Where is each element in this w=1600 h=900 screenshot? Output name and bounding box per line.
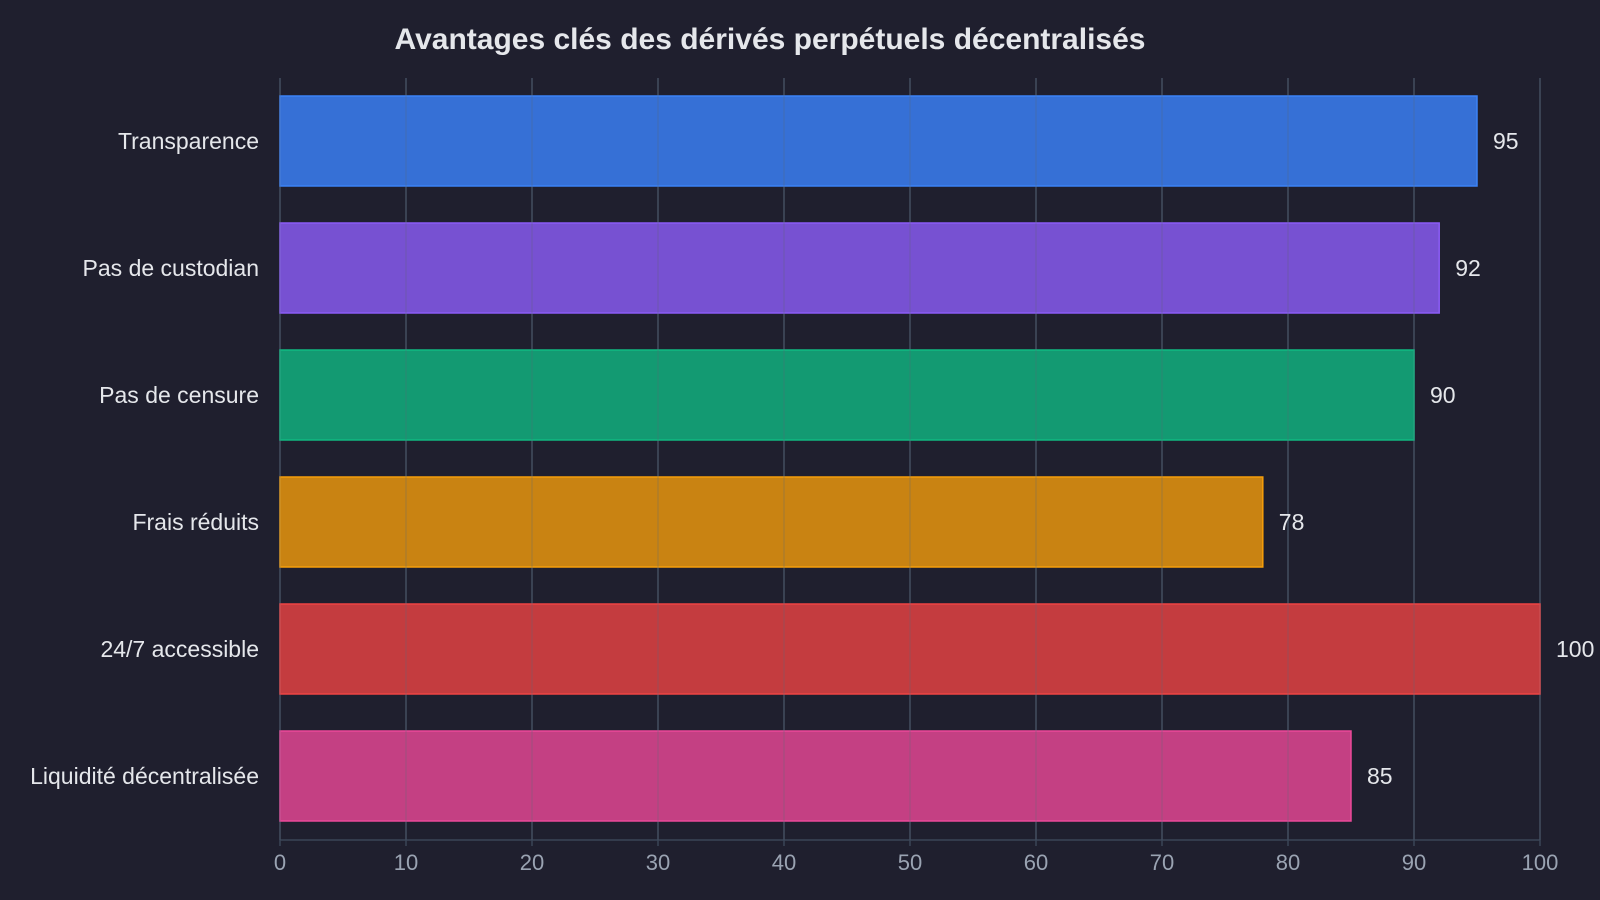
bar-3: [279, 476, 1264, 568]
grid-lines: [279, 78, 1541, 840]
bar-1: [279, 222, 1440, 314]
bars: [279, 95, 1541, 822]
x-tick-label-7: 70: [1150, 850, 1174, 875]
x-axis: 0 10 20 30 40 50 60 70 80 90 100: [274, 839, 1559, 875]
x-tick-label-8: 80: [1276, 850, 1300, 875]
value-label-3: 78: [1279, 509, 1305, 535]
category-label-2: Pas de censure: [99, 382, 259, 408]
category-label-4: 24/7 accessible: [100, 636, 259, 662]
labels: Transparence 95 Pas de custodian 92 Pas de c…: [30, 128, 1594, 789]
value-label-0: 95: [1493, 128, 1519, 154]
x-tick-label-9: 90: [1402, 850, 1426, 875]
bar-5: [279, 730, 1352, 822]
x-tick-label-6: 60: [1024, 850, 1048, 875]
x-tick-label-10: 100: [1522, 850, 1559, 875]
x-tick-label-1: 10: [394, 850, 418, 875]
x-tick-label-4: 40: [772, 850, 796, 875]
x-tick-label-2: 20: [520, 850, 544, 875]
value-label-5: 85: [1367, 763, 1393, 789]
category-label-3: Frais réduits: [132, 509, 259, 535]
chart-title: Avantages clés des dérivés perpétuels dé…: [395, 23, 1146, 56]
value-label-4: 100: [1556, 636, 1594, 662]
x-tick-label-3: 30: [646, 850, 670, 875]
category-label-5: Liquidité décentralisée: [30, 763, 259, 789]
x-tick-label-5: 50: [898, 850, 922, 875]
value-label-2: 90: [1430, 382, 1456, 408]
bar-0: [279, 95, 1478, 187]
x-tick-label-0: 0: [274, 850, 286, 875]
category-label-1: Pas de custodian: [83, 255, 259, 281]
bar-4: [279, 603, 1541, 695]
value-label-1: 92: [1455, 255, 1481, 281]
bar-2: [279, 349, 1415, 441]
category-label-0: Transparence: [118, 128, 259, 154]
